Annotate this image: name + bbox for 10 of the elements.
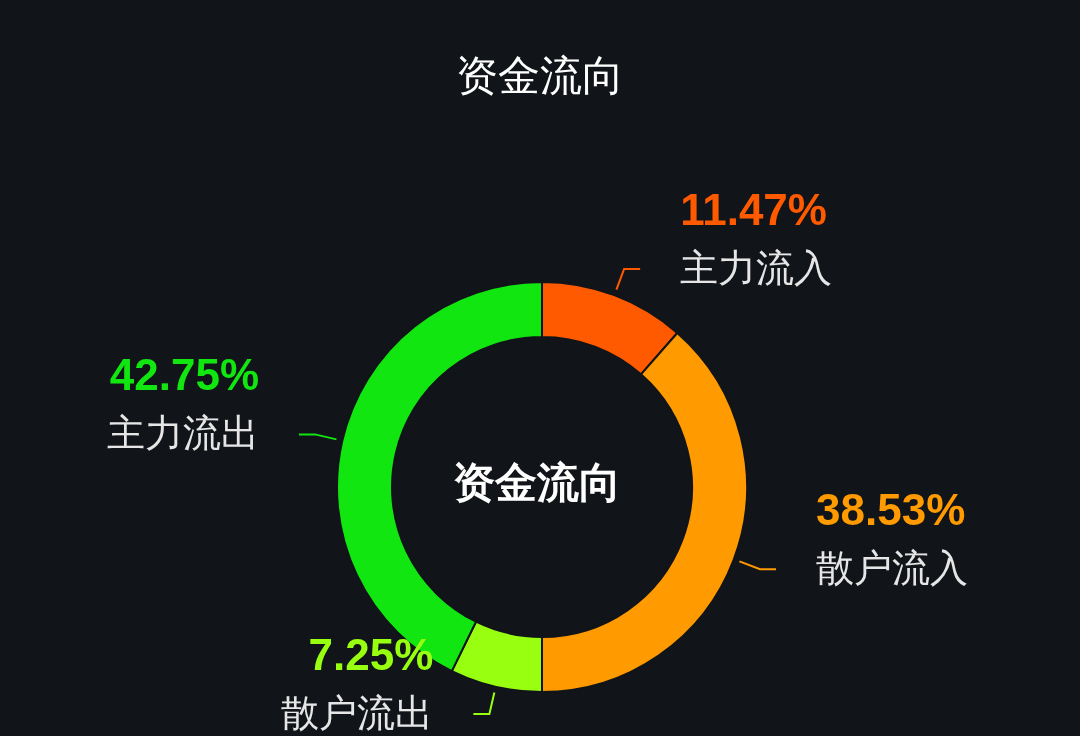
data-label: 38.53% — [816, 485, 966, 535]
data-label: 42.75% — [109, 350, 260, 400]
data-label: 7.25% — [308, 629, 434, 679]
slice-label: 散户流出 — [281, 691, 434, 734]
slice-label: 主力流出 — [107, 412, 260, 455]
text: 资金流向 — [453, 459, 621, 506]
slice-label: 散户流入 — [816, 547, 969, 590]
data-label: 11.47% — [680, 184, 827, 234]
slice-label: 主力流入 — [680, 246, 833, 289]
chart-title: 资金流向 — [455, 51, 625, 101]
